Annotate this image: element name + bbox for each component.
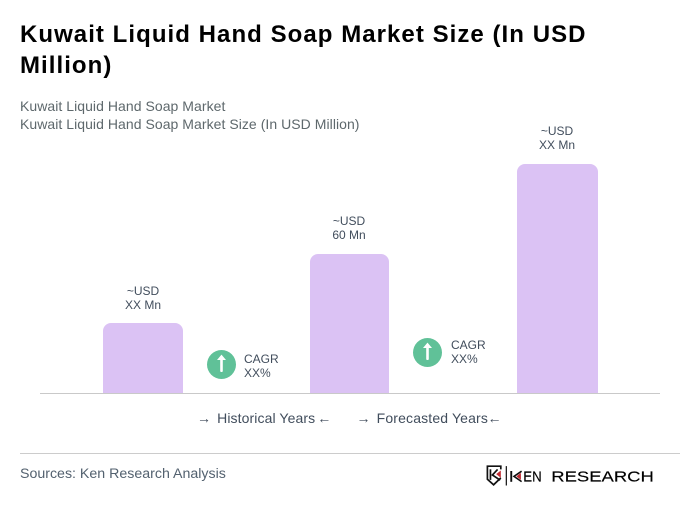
svg-text:RESEARCH: RESEARCH <box>551 469 654 485</box>
svg-text:EN: EN <box>523 469 541 485</box>
